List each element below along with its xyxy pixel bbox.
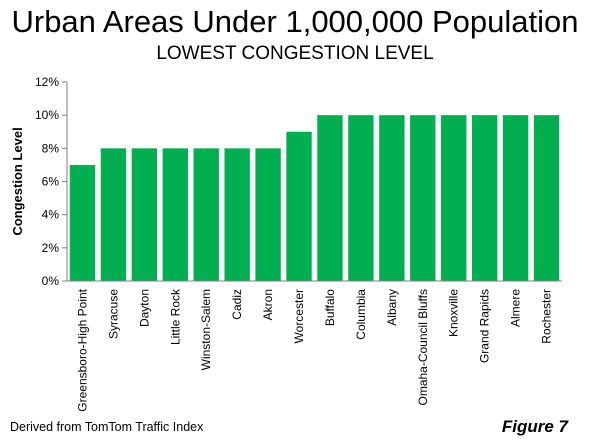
bar: [100, 148, 127, 281]
x-tick-label: Buffalo: [323, 289, 337, 326]
y-axis-title: Congestion Level: [10, 127, 25, 235]
bar: [533, 115, 560, 282]
figure-label: Figure 7: [501, 417, 568, 436]
bar: [471, 115, 498, 282]
bar: [410, 115, 436, 282]
bar: [441, 115, 467, 282]
y-axis-ticks: 0% 2% 4% 6% 8% 10% 12%: [35, 75, 67, 288]
y-tick-label: 4%: [42, 208, 60, 222]
x-tick-label: Almere: [509, 289, 523, 327]
bar: [286, 131, 312, 281]
x-tick-label: Akron: [261, 289, 275, 320]
chart-title: Urban Areas Under 1,000,000 Population: [11, 4, 579, 39]
x-tick-label: Omaha-Council Bluffs: [416, 289, 430, 406]
x-tick-label: Worcester: [292, 289, 306, 343]
x-tick-label: Grand Rapids: [478, 289, 492, 363]
bar: [379, 115, 405, 282]
x-tick-label: Winston-Salem: [199, 289, 213, 370]
bar: [348, 115, 374, 282]
x-tick-label: Dayton: [137, 289, 151, 327]
bar: [193, 148, 219, 281]
x-axis-labels: Greensboro-High Point Syracuse Dayton Littl…: [75, 288, 553, 412]
y-tick-label: 0%: [42, 274, 60, 288]
y-tick-label: 6%: [42, 175, 60, 189]
y-tick-label: 12%: [35, 75, 59, 89]
x-tick-label: Cadiz: [230, 289, 244, 320]
chart-subtitle: LOWEST CONGESTION LEVEL: [156, 43, 434, 64]
source-note: Derived from TomTom Traffic Index: [10, 420, 204, 434]
x-tick-label: Syracuse: [106, 289, 120, 339]
bar: [317, 115, 343, 282]
bar: [131, 148, 158, 281]
x-tick-label: Knoxville: [447, 289, 461, 337]
x-tick-label: Greensboro-High Point: [75, 288, 89, 411]
bar: [502, 115, 529, 282]
bar: [162, 148, 188, 281]
y-tick-label: 2%: [42, 241, 60, 255]
bar: [224, 148, 250, 281]
bar: [69, 164, 96, 281]
bars: [69, 115, 560, 282]
x-tick-label: Albany: [385, 289, 399, 326]
y-tick-label: 8%: [42, 141, 60, 155]
x-tick-label: Little Rock: [168, 288, 182, 345]
y-tick-label: 10%: [35, 108, 59, 122]
bar: [255, 148, 281, 281]
x-tick-label: Columbia: [354, 289, 368, 340]
x-tick-label: Rochester: [540, 289, 554, 344]
